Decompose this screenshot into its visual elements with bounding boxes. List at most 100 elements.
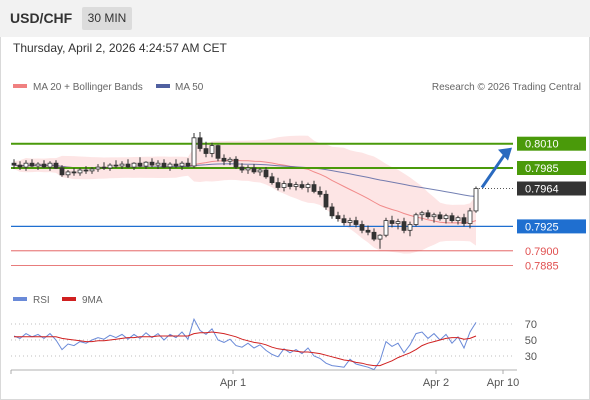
candle-body-down bbox=[197, 137, 203, 149]
level-tag-2 bbox=[517, 181, 586, 196]
candle-body-up bbox=[467, 210, 473, 224]
time-tick-label-2: Apr 10 bbox=[487, 377, 519, 389]
candle-body-down bbox=[461, 217, 467, 224]
chart-header: USD/CHF 30 MIN bbox=[0, 0, 590, 37]
candle-body-up bbox=[119, 163, 125, 167]
candle-body-down bbox=[317, 190, 323, 195]
candle bbox=[149, 158, 155, 168]
candle bbox=[293, 181, 299, 191]
candle bbox=[323, 190, 329, 210]
rsi-ma-legend-swatch bbox=[62, 297, 76, 301]
candle-body-down bbox=[215, 145, 221, 159]
candle-body-up bbox=[395, 221, 401, 224]
candle-body-down bbox=[311, 184, 317, 192]
candle bbox=[83, 166, 89, 174]
candle-body-down bbox=[101, 166, 107, 169]
candle-body-down bbox=[269, 176, 275, 184]
candle-body-down bbox=[113, 164, 119, 167]
candle-body-up bbox=[473, 188, 479, 212]
candle-body-up bbox=[65, 171, 71, 176]
candle-body-down bbox=[203, 148, 209, 154]
candle bbox=[71, 168, 77, 176]
candle-body-down bbox=[221, 157, 227, 162]
candle-body-down bbox=[371, 231, 377, 240]
candle bbox=[161, 159, 167, 168]
candle-body-up bbox=[191, 137, 197, 167]
rsi-ma-line bbox=[14, 331, 477, 367]
level-label-3: 0.7925 bbox=[525, 221, 559, 233]
candle bbox=[209, 142, 215, 158]
candle-body-up bbox=[143, 161, 149, 167]
candle bbox=[173, 159, 179, 168]
candle bbox=[125, 159, 131, 168]
candle-body-down bbox=[299, 184, 305, 188]
rsi-tick-label-2: 30 bbox=[525, 351, 537, 363]
candle bbox=[341, 214, 347, 226]
candle bbox=[53, 160, 59, 169]
level-tag-1 bbox=[517, 161, 586, 175]
candle bbox=[203, 141, 209, 158]
level-label-0: 0.8010 bbox=[525, 139, 559, 151]
candle-body-up bbox=[293, 184, 299, 187]
rsi-tick-label-1: 50 bbox=[525, 335, 537, 347]
candle-body-down bbox=[287, 183, 293, 187]
candle-body-down bbox=[161, 162, 167, 168]
candle bbox=[185, 158, 191, 168]
candle-body-up bbox=[23, 162, 29, 168]
candle-body-down bbox=[137, 162, 143, 167]
candle bbox=[89, 167, 95, 174]
candle-body-down bbox=[83, 169, 89, 172]
candle-body-up bbox=[443, 215, 449, 219]
level-tag-3 bbox=[517, 219, 586, 234]
candle bbox=[107, 163, 113, 171]
candle-body-down bbox=[239, 166, 245, 171]
candle bbox=[65, 170, 71, 178]
candle-body-up bbox=[305, 184, 311, 188]
candle-body-up bbox=[257, 169, 263, 173]
candle-body-up bbox=[107, 164, 113, 169]
candle bbox=[269, 172, 275, 185]
candle-body-up bbox=[245, 167, 251, 171]
candle-body-down bbox=[449, 215, 455, 221]
candle-body-up bbox=[167, 163, 173, 168]
candle bbox=[395, 218, 401, 230]
arrow-head bbox=[498, 147, 512, 161]
candle bbox=[317, 186, 323, 198]
candle bbox=[101, 162, 107, 170]
candle-body-up bbox=[155, 162, 161, 166]
candle bbox=[113, 160, 119, 168]
ma20-legend-label: MA 20 + Bollinger Bands bbox=[33, 82, 143, 93]
candle-body-down bbox=[263, 169, 269, 178]
candle-body-down bbox=[251, 167, 257, 173]
candle bbox=[221, 154, 227, 166]
candle bbox=[155, 160, 161, 169]
candle bbox=[461, 213, 467, 227]
candle bbox=[431, 212, 437, 223]
candle-body-down bbox=[353, 220, 359, 225]
rsi-tick-label-0: 70 bbox=[525, 319, 537, 331]
candle bbox=[353, 216, 359, 228]
candle-body-down bbox=[11, 162, 17, 166]
ma20-legend-swatch bbox=[13, 84, 27, 88]
candle-body-up bbox=[281, 183, 287, 188]
candle bbox=[77, 168, 83, 176]
candle bbox=[137, 157, 143, 168]
candle bbox=[413, 212, 419, 227]
candle bbox=[11, 159, 17, 169]
rsi-line bbox=[13, 317, 477, 371]
candle-body-up bbox=[209, 145, 215, 154]
candle-body-down bbox=[17, 164, 23, 168]
candle bbox=[305, 182, 311, 193]
interval-button[interactable]: 30 MIN bbox=[82, 7, 132, 30]
candle-body-down bbox=[437, 214, 443, 220]
candle bbox=[191, 133, 197, 168]
candle bbox=[29, 159, 35, 168]
candle bbox=[443, 213, 449, 224]
candle-body-up bbox=[77, 169, 83, 174]
candle-body-up bbox=[35, 163, 41, 167]
candle-body-up bbox=[347, 220, 353, 223]
candle bbox=[329, 203, 335, 219]
candle-body-down bbox=[41, 163, 47, 168]
